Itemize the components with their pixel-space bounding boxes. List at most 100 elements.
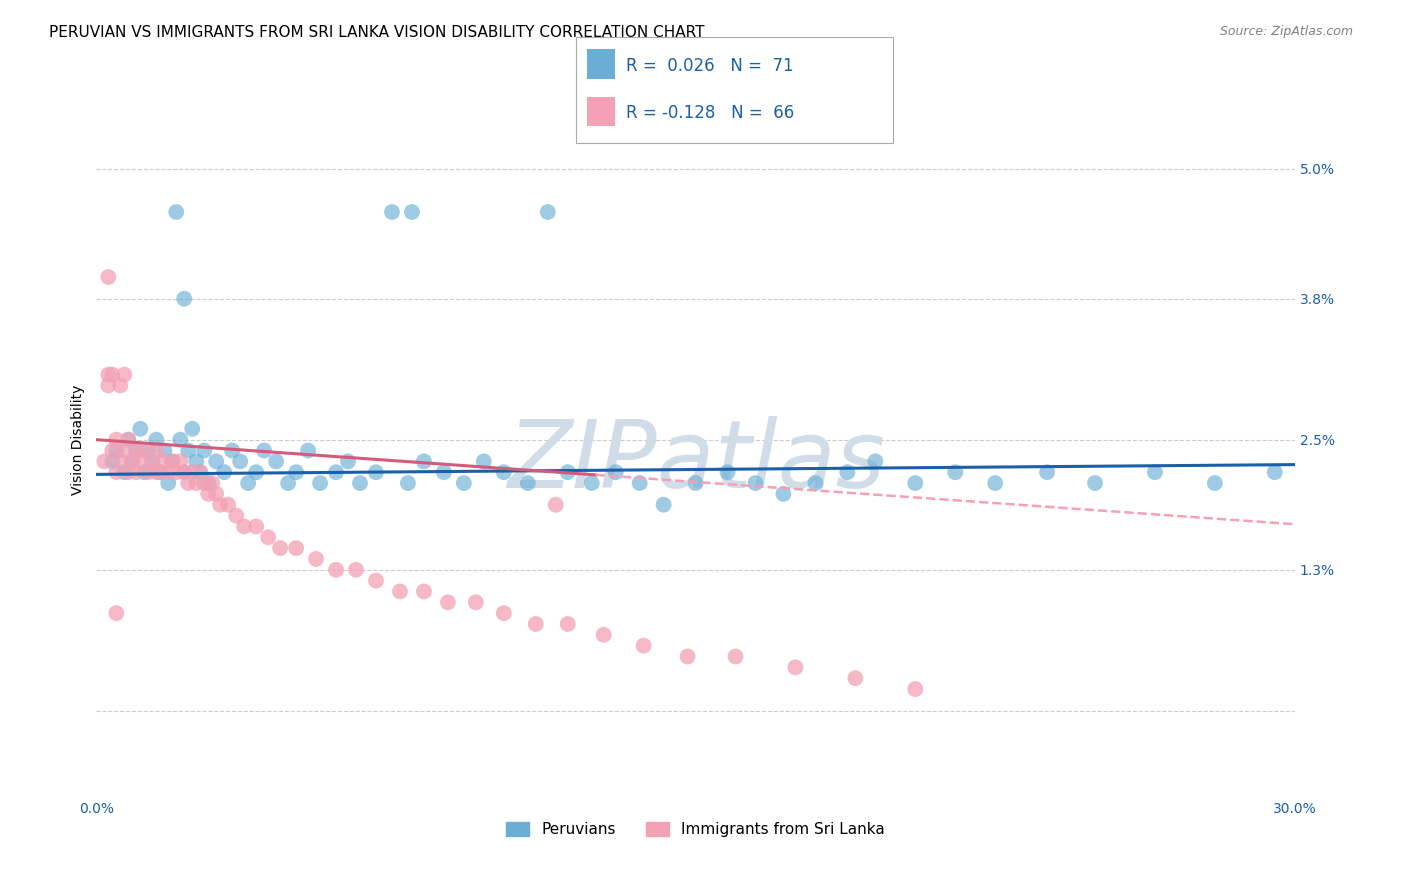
Point — [145, 433, 167, 447]
Point — [125, 443, 148, 458]
Point — [1204, 476, 1226, 491]
Point — [110, 378, 132, 392]
Point — [112, 368, 135, 382]
Text: R =  0.026   N =  71: R = 0.026 N = 71 — [626, 57, 793, 75]
Point — [264, 454, 287, 468]
Point — [162, 454, 184, 468]
Point — [652, 498, 675, 512]
Point — [472, 454, 495, 468]
Point — [141, 454, 163, 468]
Legend: Peruvians, Immigrants from Sri Lanka: Peruvians, Immigrants from Sri Lanka — [501, 816, 891, 844]
Point — [225, 508, 247, 523]
Point — [117, 465, 139, 479]
Point — [129, 422, 152, 436]
Point — [269, 541, 291, 555]
Point — [197, 476, 219, 491]
Point — [165, 205, 187, 219]
Point — [201, 476, 224, 491]
Point — [105, 606, 128, 620]
Point — [205, 487, 228, 501]
Point — [492, 606, 515, 620]
Point — [492, 465, 515, 479]
Point — [285, 465, 308, 479]
Point — [904, 681, 927, 696]
Point — [865, 454, 887, 468]
Point — [413, 454, 436, 468]
Point — [162, 454, 184, 468]
Point — [101, 443, 124, 458]
Point — [277, 476, 299, 491]
Point — [212, 465, 235, 479]
Point — [173, 465, 195, 479]
Point — [245, 465, 267, 479]
Point — [221, 443, 243, 458]
Point — [344, 563, 367, 577]
Point — [437, 595, 460, 609]
Point — [245, 519, 267, 533]
Point — [157, 476, 180, 491]
Point — [413, 584, 436, 599]
Point — [188, 465, 211, 479]
Point — [165, 465, 187, 479]
Point — [1264, 465, 1286, 479]
Point — [149, 465, 172, 479]
Point — [157, 465, 180, 479]
Point — [236, 476, 259, 491]
Point — [145, 443, 167, 458]
Point — [524, 617, 547, 632]
Point — [153, 454, 176, 468]
Point — [149, 465, 172, 479]
Point — [105, 443, 128, 458]
Point — [364, 465, 387, 479]
Point — [388, 584, 411, 599]
Point — [904, 476, 927, 491]
Point — [169, 454, 191, 468]
Point — [744, 476, 766, 491]
Point — [605, 465, 627, 479]
Point — [101, 368, 124, 382]
Point — [110, 454, 132, 468]
Point — [97, 378, 120, 392]
Point — [1084, 476, 1107, 491]
Point — [193, 443, 215, 458]
Point — [117, 433, 139, 447]
Point — [396, 476, 419, 491]
Point — [943, 465, 966, 479]
Point — [464, 595, 486, 609]
Point — [537, 205, 560, 219]
Point — [181, 465, 204, 479]
Point — [169, 433, 191, 447]
Point — [381, 205, 404, 219]
Point — [229, 454, 252, 468]
Point — [177, 443, 200, 458]
Text: R = -0.128   N =  66: R = -0.128 N = 66 — [626, 104, 794, 122]
Point — [253, 443, 276, 458]
Point — [581, 476, 603, 491]
Point — [134, 465, 156, 479]
Point — [112, 465, 135, 479]
Point — [257, 530, 280, 544]
Point — [772, 487, 794, 501]
Point — [557, 465, 579, 479]
Point — [1143, 465, 1166, 479]
Point — [1036, 465, 1059, 479]
Point — [628, 476, 651, 491]
Point — [984, 476, 1007, 491]
Point — [309, 476, 332, 491]
Point — [153, 443, 176, 458]
Point — [364, 574, 387, 588]
Point — [217, 498, 239, 512]
Point — [136, 443, 159, 458]
Point — [188, 465, 211, 479]
Point — [305, 552, 328, 566]
Point — [209, 498, 232, 512]
Point — [544, 498, 567, 512]
Point — [837, 465, 859, 479]
Point — [716, 465, 738, 479]
Point — [141, 454, 163, 468]
Text: PERUVIAN VS IMMIGRANTS FROM SRI LANKA VISION DISABILITY CORRELATION CHART: PERUVIAN VS IMMIGRANTS FROM SRI LANKA VI… — [49, 25, 704, 40]
Point — [93, 454, 115, 468]
Point — [134, 443, 156, 458]
Point — [181, 422, 204, 436]
Point — [325, 465, 347, 479]
